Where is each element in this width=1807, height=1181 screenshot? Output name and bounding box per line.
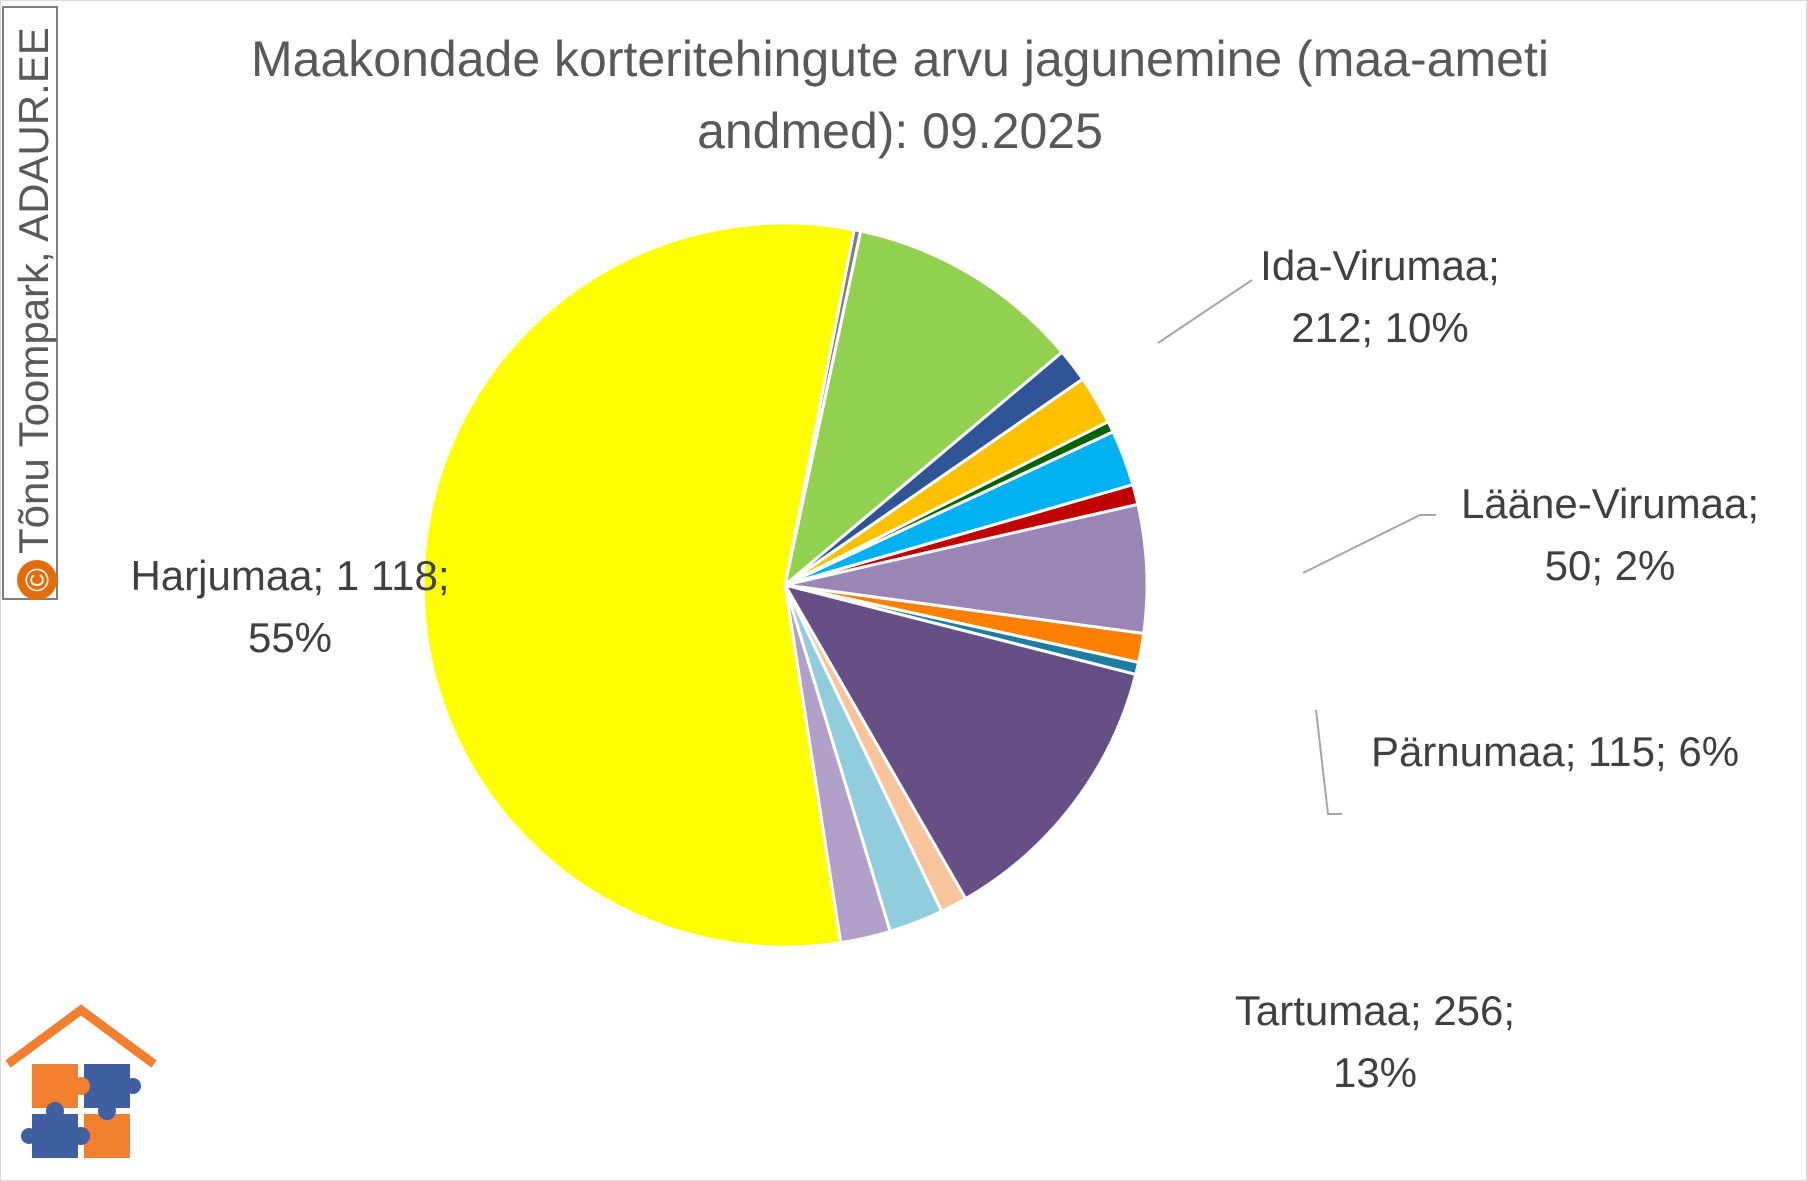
logo-puzzle-knob-4 [72, 1127, 90, 1145]
data-label-laane-virumaa-line1: Lääne-Virumaa; [1460, 480, 1760, 527]
logo-puzzle-piece-top-right [84, 1064, 130, 1108]
logo-puzzle-knob-6 [21, 1128, 37, 1144]
logo-puzzle-piece-bottom-right [84, 1114, 130, 1158]
data-label-parnumaa: Pärnumaa; 115; 6% [1350, 721, 1760, 783]
logo-puzzle-piece-top-left [32, 1064, 78, 1108]
data-label-tartumaa: Tartumaa; 256; 13% [1210, 980, 1540, 1104]
data-label-harjumaa: Harjumaa; 1 118; 55% [105, 545, 475, 669]
pie-slice-harjumaa [421, 221, 856, 949]
data-label-laane-virumaa-line2: 50; 2% [1544, 542, 1676, 589]
leader-line-parnumaa [1315, 709, 1342, 815]
logo-puzzle-knob-1 [72, 1077, 90, 1095]
pie-slices [421, 221, 1149, 949]
adaur-logo [5, 1004, 157, 1158]
chart-title-line2: andmed): 09.2025 [697, 103, 1103, 159]
leader-lines [1157, 279, 1436, 815]
logo-puzzle-knob-3 [98, 1102, 116, 1120]
logo-puzzle-knob-5 [125, 1078, 141, 1094]
logo-roof-icon [5, 1004, 157, 1068]
data-label-parnumaa-line1: Pärnumaa; 115; 6% [1370, 728, 1740, 775]
data-label-tartumaa-line2: 13% [1332, 1049, 1418, 1096]
pie-slice-parnumaa [784, 502, 1149, 636]
data-label-ida-virumaa-line1: Ida-Virumaa; [1260, 242, 1500, 289]
leader-line-laane-virumaa [1302, 514, 1436, 574]
data-label-harjumaa-line2: 55% [247, 614, 333, 661]
data-label-harjumaa-line1: Harjumaa; 1 118; [130, 552, 450, 599]
data-label-ida-virumaa-line2: 212; 10% [1291, 304, 1469, 351]
logo-puzzle-knob-2 [46, 1102, 64, 1120]
data-label-ida-virumaa: Ida-Virumaa; 212; 10% [1230, 235, 1530, 359]
logo-puzzle-piece-bottom-left [32, 1114, 78, 1158]
copyright-watermark: ©Tõnu Toompark, ADAUR.EE [2, 6, 58, 600]
pie-slice-ida-virumaa [782, 229, 1065, 589]
data-label-tartumaa-line1: Tartumaa; 256; [1234, 987, 1516, 1034]
data-label-laane-virumaa: Lääne-Virumaa; 50; 2% [1440, 473, 1780, 597]
pie-slice-tartumaa [781, 582, 1138, 901]
chart-title-line1: Maakondade korteritehingute arvu jagunem… [251, 31, 1549, 87]
leader-line-ida-virumaa [1157, 279, 1253, 344]
